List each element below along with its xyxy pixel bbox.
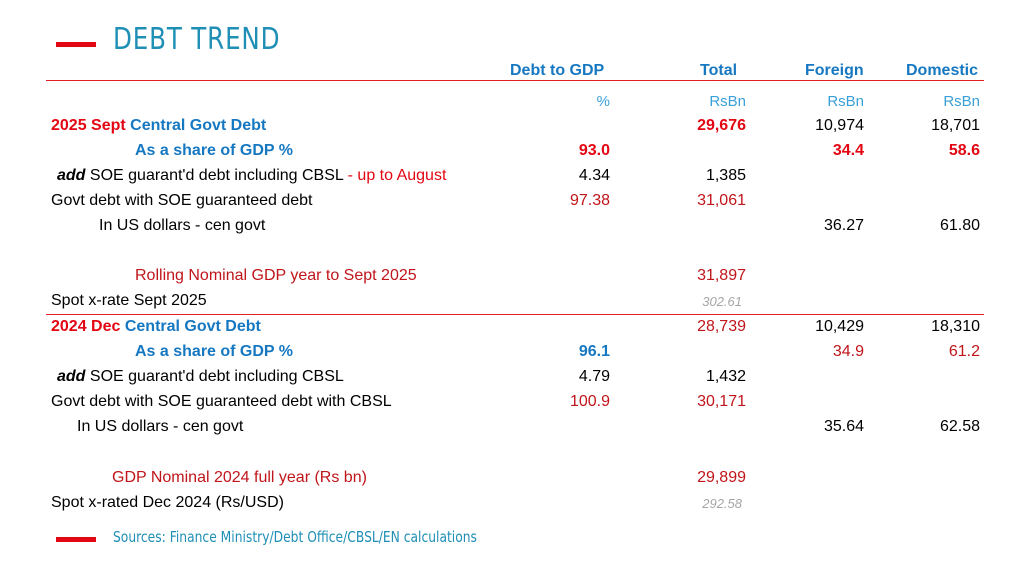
- cell-domestic: 61.2: [948, 343, 980, 360]
- unit-domestic: RsBn: [943, 93, 980, 110]
- cell-debt-to-gdp: 4.34: [578, 167, 610, 184]
- row-label: GDP Nominal 2024 full year (Rs bn): [112, 469, 367, 486]
- cell-debt-to-gdp: 100.9: [569, 393, 610, 410]
- table-row-2024-share: As a share of GDP % 96.1 34.9 61.2: [0, 343, 1024, 367]
- table-row-2024-usd: In US dollars - cen govt 35.64 62.58: [0, 418, 1024, 442]
- cell-total: 28,739: [697, 318, 746, 335]
- cell-foreign: 34.9: [832, 343, 864, 360]
- table-row-2024-with-soe: Govt debt with SOE guaranteed debt with …: [0, 393, 1024, 417]
- row-label: 2024 Dec Central Govt Debt: [51, 318, 261, 336]
- unit-debt-to-gdp: %: [596, 93, 610, 110]
- cell-total: 29,899: [697, 469, 746, 486]
- header-debt-to-gdp: Debt to GDP: [510, 62, 605, 79]
- add-prefix: add: [57, 167, 86, 184]
- add-prefix: add: [57, 368, 86, 385]
- table-row-2024-gdp: GDP Nominal 2024 full year (Rs bn) 29,89…: [0, 469, 1024, 493]
- row-label: As a share of GDP %: [135, 343, 293, 360]
- page-title: DEBT TREND: [113, 22, 281, 57]
- table-row-2025-soe: add SOE guarant'd debt including CBSL - …: [0, 167, 1024, 191]
- cell-total: 1,432: [705, 368, 746, 385]
- row-label-text: Central Govt Debt: [124, 318, 261, 335]
- row-label: In US dollars - cen govt: [99, 217, 266, 234]
- cell-domestic: 18,310: [931, 318, 980, 335]
- sources-accent-bar: [56, 537, 96, 542]
- table-row-2025-share: As a share of GDP % 93.0 34.4 58.6: [0, 142, 1024, 166]
- header-divider: [46, 80, 984, 81]
- table-row-2024-fx: Spot x-rated Dec 2024 (Rs/USD) 292.58: [0, 494, 1024, 518]
- cell-debt-to-gdp: 93.0: [578, 142, 610, 159]
- period-label: 2025 Sept: [51, 117, 126, 134]
- row-label: In US dollars - cen govt: [77, 418, 244, 435]
- section-divider: [46, 314, 984, 315]
- period-label: 2024 Dec: [51, 318, 121, 335]
- cell-total: 29,676: [697, 117, 746, 134]
- header-total: Total: [700, 62, 738, 79]
- cell-debt-to-gdp: 4.79: [578, 368, 610, 385]
- row-label: Spot x-rate Sept 2025: [51, 292, 207, 309]
- row-label: Govt debt with SOE guaranteed debt with …: [51, 393, 392, 410]
- sources-note: Sources: Finance Ministry/Debt Office/CB…: [113, 528, 477, 546]
- row-label: 2025 Sept Central Govt Debt: [51, 117, 266, 135]
- unit-total: RsBn: [709, 93, 746, 110]
- row-label: Spot x-rated Dec 2024 (Rs/USD): [51, 494, 284, 511]
- table-row-2025-usd: In US dollars - cen govt 36.27 61.80: [0, 217, 1024, 241]
- cell-total: 302.61: [702, 294, 742, 309]
- table-row-2025-with-soe: Govt debt with SOE guaranteed debt 97.38…: [0, 192, 1024, 216]
- row-label-text: SOE guarant'd debt including CBSL: [89, 167, 344, 184]
- table-row-2025-central: 2025 Sept Central Govt Debt 29,676 10,97…: [0, 117, 1024, 141]
- table-row-2024-central: 2024 Dec Central Govt Debt 28,739 10,429…: [0, 318, 1024, 342]
- cell-foreign: 10,429: [815, 318, 864, 335]
- header-foreign: Foreign: [805, 62, 864, 79]
- row-label: Rolling Nominal GDP year to Sept 2025: [135, 267, 417, 284]
- cell-foreign: 35.64: [823, 418, 864, 435]
- row-label-text: SOE guarant'd debt including CBSL: [89, 368, 344, 385]
- table-row-2025-fx: Spot x-rate Sept 2025 302.61: [0, 292, 1024, 316]
- cell-total: 31,897: [697, 267, 746, 284]
- cell-total: 31,061: [697, 192, 746, 209]
- row-label-text: Central Govt Debt: [130, 117, 267, 134]
- row-label-note: - up to August: [347, 167, 447, 184]
- header-domestic: Domestic: [906, 62, 979, 79]
- cell-foreign: 34.4: [832, 142, 864, 159]
- cell-foreign: 10,974: [815, 117, 864, 134]
- cell-domestic: 61.80: [939, 217, 980, 234]
- title-accent-bar: [56, 42, 96, 47]
- row-label: add SOE guarant'd debt including CBSL: [57, 368, 344, 386]
- cell-domestic: 58.6: [948, 142, 980, 159]
- cell-foreign: 36.27: [823, 217, 864, 234]
- table-row-2025-gdp: Rolling Nominal GDP year to Sept 2025 31…: [0, 267, 1024, 291]
- row-label: add SOE guarant'd debt including CBSL - …: [57, 167, 446, 185]
- unit-foreign: RsBn: [827, 93, 864, 110]
- row-label: Govt debt with SOE guaranteed debt: [51, 192, 313, 209]
- row-label: As a share of GDP %: [135, 142, 293, 159]
- cell-debt-to-gdp: 96.1: [578, 343, 610, 360]
- cell-domestic: 62.58: [939, 418, 980, 435]
- table-row-2024-soe: add SOE guarant'd debt including CBSL 4.…: [0, 368, 1024, 392]
- cell-total: 1,385: [705, 167, 746, 184]
- cell-domestic: 18,701: [931, 117, 980, 134]
- cell-debt-to-gdp: 97.38: [569, 192, 610, 209]
- cell-total: 30,171: [697, 393, 746, 410]
- cell-total: 292.58: [702, 496, 742, 511]
